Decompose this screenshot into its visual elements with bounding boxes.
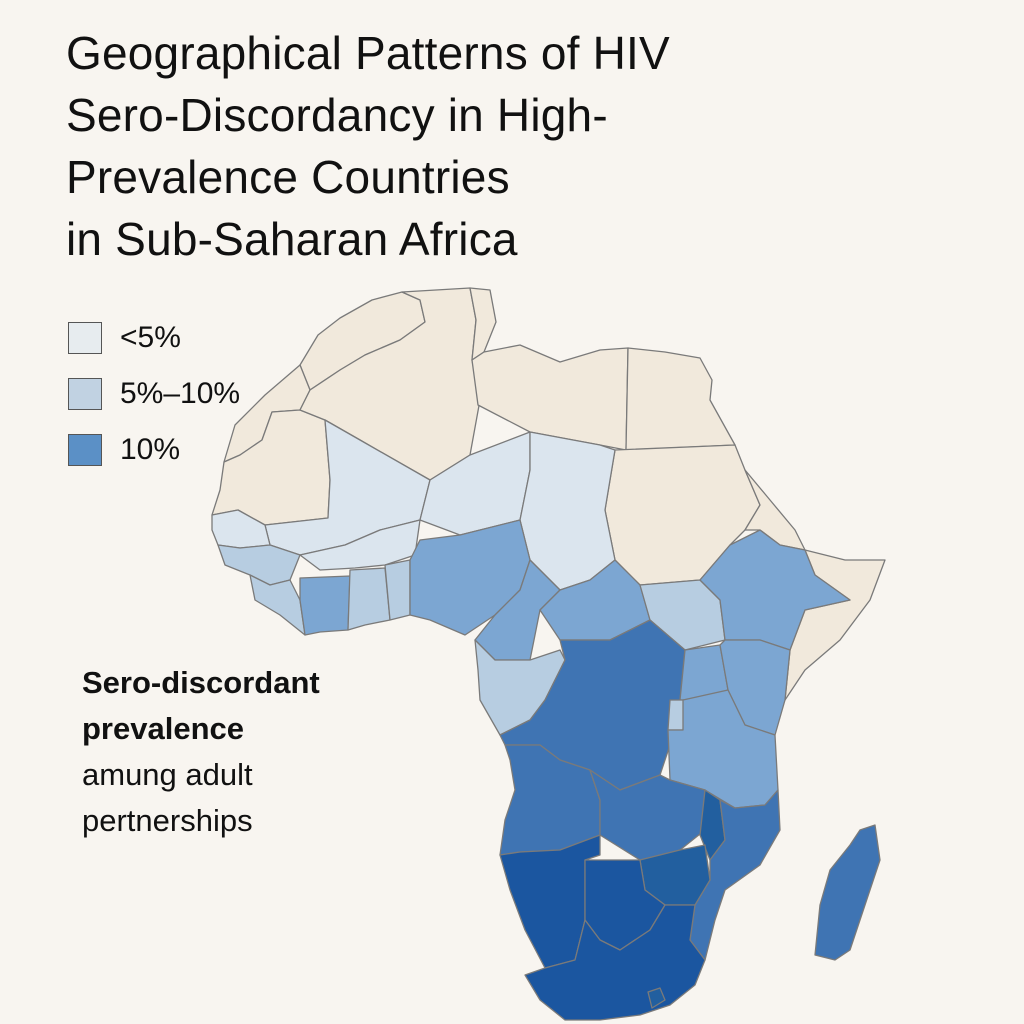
legend-label-high: 10% — [120, 433, 181, 466]
map-caption: Sero-discordant prevalence amung adult p… — [82, 660, 320, 844]
map-title: Geographical Patterns of HIV Sero-Discor… — [66, 22, 786, 270]
legend-item-high: 10% — [68, 422, 240, 478]
country-sierra-leone-liberia — [249, 574, 306, 636]
title-line-1: Geographical Patterns of HIV — [66, 27, 670, 79]
legend: <5% 5%–10% 10% — [68, 310, 240, 478]
country-cote-divoire — [299, 575, 351, 636]
legend-swatch-mid — [68, 378, 102, 410]
country-ethiopia — [699, 529, 851, 651]
legend-label-mid: 5%–10% — [120, 377, 241, 410]
title-line-2: Sero-Discordancy in High- — [66, 89, 608, 141]
title-line-4: in Sub-Saharan Africa — [66, 213, 518, 265]
country-madagascar — [814, 824, 881, 961]
title-line-3: Prevalence Countries — [66, 151, 510, 203]
caption-sub-line-1: amung adult — [82, 757, 253, 792]
legend-item-low: <5% — [68, 310, 240, 366]
legend-item-mid: 5%–10% — [68, 366, 240, 422]
legend-swatch-high — [68, 434, 102, 466]
country-togo-benin — [384, 559, 411, 621]
legend-label-low: <5% — [120, 321, 181, 354]
caption-heading-line-2: prevalence — [82, 711, 244, 746]
country-libya — [471, 344, 629, 451]
caption-sub-line-2: pertnerships — [82, 803, 253, 838]
country-ghana — [347, 567, 391, 631]
legend-swatch-low — [68, 322, 102, 354]
country-lesotho — [647, 987, 666, 1009]
country-egypt — [625, 347, 736, 451]
caption-heading-line-1: Sero-discordant — [82, 665, 320, 700]
